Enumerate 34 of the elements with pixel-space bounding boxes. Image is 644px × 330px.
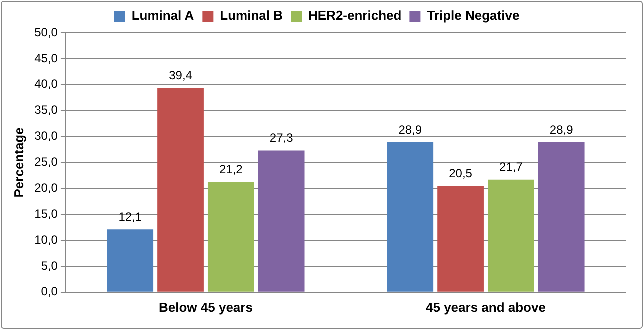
data-label: 21,7	[500, 160, 524, 174]
bar	[387, 142, 434, 292]
y-tick-label: 40,0	[34, 77, 58, 92]
data-label: 12,1	[118, 210, 142, 224]
y-tick-label: 25,0	[34, 155, 58, 170]
y-tick-label: 0,0	[41, 284, 58, 299]
data-label: 21,2	[219, 162, 244, 177]
data-label: 28,9	[398, 122, 422, 137]
bar	[158, 88, 204, 292]
y-axis-title: Percentage	[11, 128, 26, 198]
legend-label: HER2-enriched	[308, 8, 402, 24]
bar	[107, 230, 154, 292]
data-label: 28,9	[550, 122, 574, 137]
x-tick-label: Below 45 years	[158, 300, 253, 315]
y-tick-label: 5,0	[41, 258, 58, 273]
bar	[258, 150, 305, 292]
bar	[438, 186, 484, 292]
legend-label: Triple Negative	[427, 8, 520, 24]
y-tick-label: 50,0	[34, 25, 58, 40]
y-tick-label: 35,0	[34, 103, 58, 118]
y-tick-label: 15,0	[34, 206, 58, 221]
y-tick-label: 20,0	[34, 180, 58, 195]
y-tick-label: 30,0	[34, 129, 58, 144]
y-tick-label: 10,0	[34, 232, 58, 247]
legend-label: Luminal A	[132, 8, 195, 24]
data-label: 27,3	[270, 131, 294, 146]
bar	[488, 180, 534, 292]
data-label: 20,5	[449, 166, 473, 180]
bar	[208, 182, 254, 292]
legend-label: Luminal B	[220, 8, 284, 24]
y-tick-label: 45,0	[34, 51, 58, 66]
x-tick-label: 45 years and above	[426, 300, 546, 315]
bar	[538, 142, 585, 292]
data-label: 39,4	[169, 68, 193, 82]
